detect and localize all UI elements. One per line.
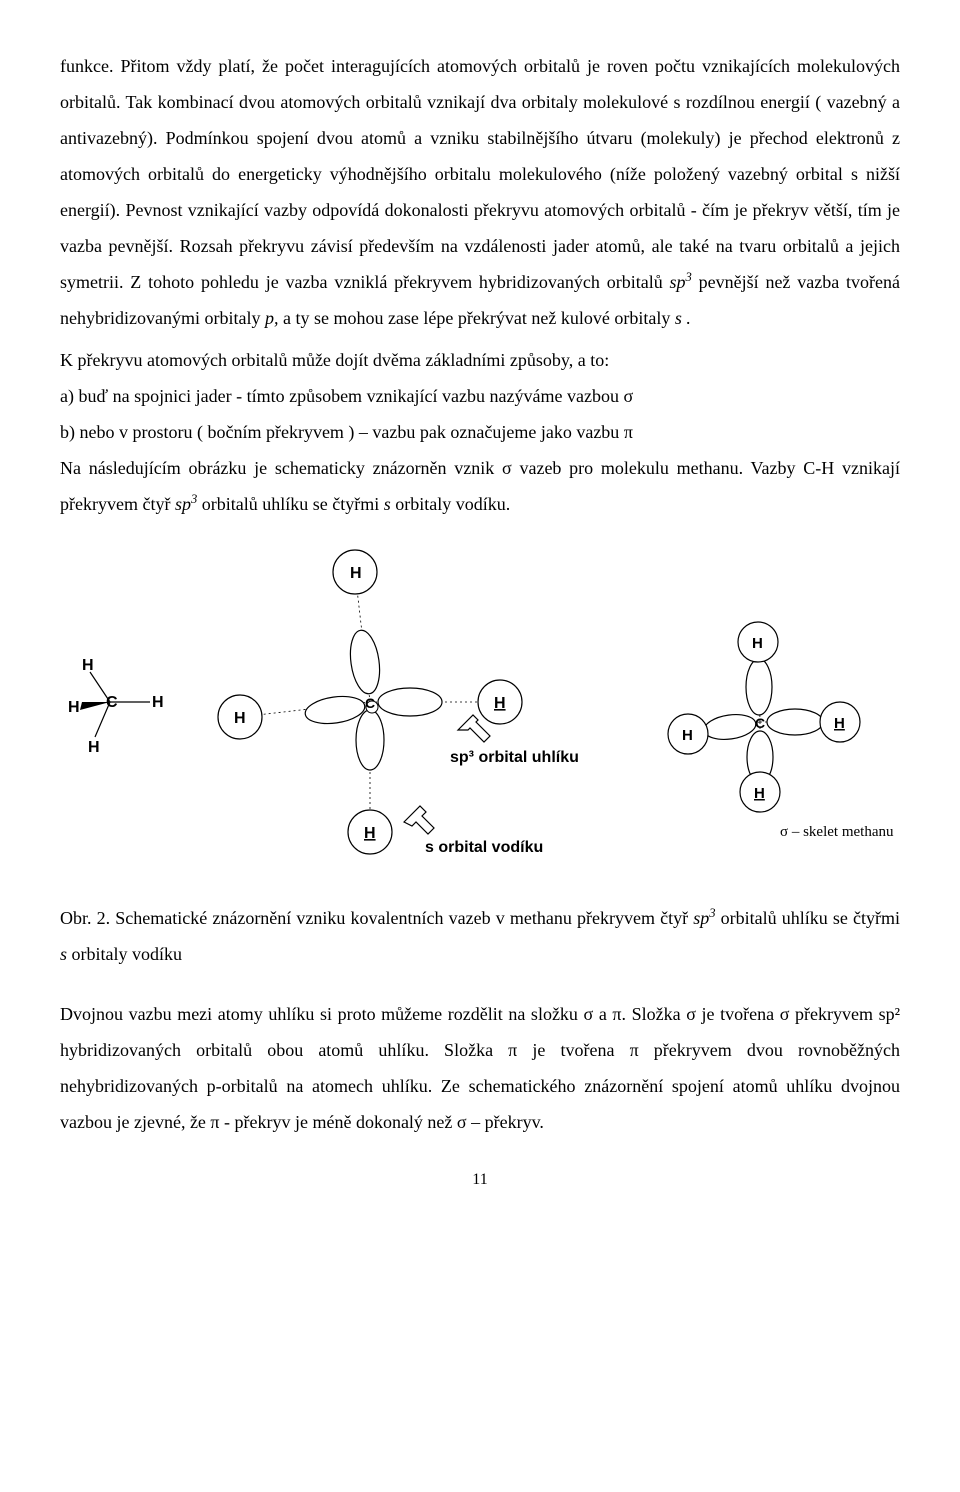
text: orbitalů uhlíku se čtyřmi [197, 494, 383, 514]
text: funkce. Přitom vždy platí, že počet inte… [60, 56, 900, 292]
p-text: p, [265, 308, 279, 328]
figure-caption: Obr. 2. Schematické znázornění vzniku ko… [60, 900, 900, 972]
text: orbitaly vodíku [67, 944, 182, 964]
body-paragraph-3: Na následujícím obrázku je schematicky z… [60, 450, 900, 522]
figure-methane-diagram: C H H H H C H H H H C H H H H sp³ orbita… [60, 532, 900, 892]
s-text: s [60, 944, 67, 964]
label-s-orbital: s orbital vodíku [425, 832, 543, 864]
text: a) buď na spojnici jader - tímto způsobe… [60, 386, 623, 406]
svg-text:H: H [752, 635, 763, 652]
pi-symbol: π [624, 422, 633, 442]
svg-text:H: H [682, 727, 693, 744]
sp3-text: sp3 [670, 272, 692, 292]
methane-sigma-skeleton: C H H H H [630, 592, 890, 852]
methane-orbitals-separated: C H H H H [200, 532, 540, 872]
methane-structural-formula: C H H H H [60, 652, 170, 762]
s-text: s [384, 494, 391, 514]
svg-text:H: H [68, 699, 80, 716]
list-item-b: b) nebo v prostoru ( bočním překryvem ) … [60, 414, 900, 450]
body-paragraph-1: funkce. Přitom vždy platí, že počet inte… [60, 48, 900, 336]
list-item-a: a) buď na spojnici jader - tímto způsobe… [60, 378, 900, 414]
svg-text:H: H [834, 715, 845, 732]
svg-text:H: H [234, 710, 246, 727]
text: Obr. 2. Schematické znázornění vzniku ko… [60, 908, 693, 928]
svg-text:H: H [494, 695, 506, 712]
text: a ty se mohou zase lépe překrývat než ku… [278, 308, 674, 328]
svg-text:H: H [350, 565, 362, 582]
svg-text:C: C [755, 715, 765, 731]
text: b) nebo v prostoru ( bočním překryvem ) … [60, 422, 624, 442]
label-sp3-orbital: sp³ orbital uhlíku [450, 742, 579, 774]
sp3-text: sp3 [175, 494, 197, 514]
page-number: 11 [60, 1164, 900, 1196]
svg-text:C: C [106, 694, 118, 711]
body-paragraph-4: Dvojnou vazbu mezi atomy uhlíku si proto… [60, 996, 900, 1140]
svg-text:C: C [365, 695, 375, 711]
text: orbitalů uhlíku se čtyřmi [716, 908, 901, 928]
sigma-symbol: σ [623, 386, 633, 406]
svg-text:H: H [152, 694, 164, 711]
s-text: s . [675, 308, 691, 328]
label-sigma-skeleton: σ – skelet methanu [780, 817, 893, 847]
text: orbitaly vodíku. [391, 494, 511, 514]
svg-text:H: H [88, 739, 100, 756]
svg-text:H: H [82, 657, 94, 674]
sp3-text: sp3 [693, 908, 715, 928]
svg-text:H: H [754, 785, 765, 802]
svg-text:H: H [364, 825, 376, 842]
body-paragraph-2: K překryvu atomových orbitalů může dojít… [60, 342, 900, 378]
